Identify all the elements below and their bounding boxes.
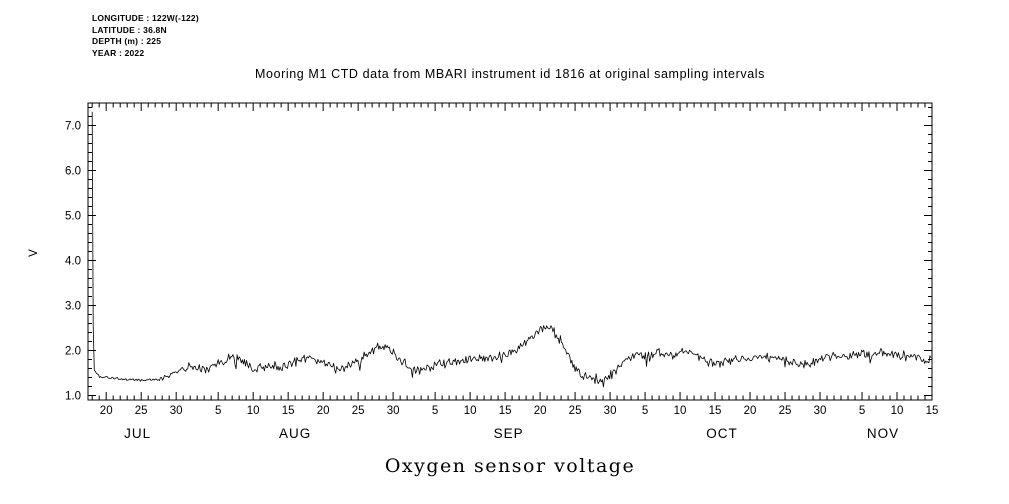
y-tick-label: 3.0 (65, 301, 81, 313)
x-tick-label: 30 (604, 405, 617, 417)
x-tick-label: 5 (432, 405, 438, 417)
data-series-line (91, 111, 932, 388)
x-tick-label: 30 (387, 405, 400, 417)
x-tick-label: 20 (317, 405, 330, 417)
x-tick-label: 15 (709, 405, 722, 417)
x-tick-label: 15 (499, 405, 512, 417)
x-tick-label: 10 (674, 405, 687, 417)
plot-frame (87, 102, 933, 401)
x-tick-label: 10 (464, 405, 477, 417)
x-tick-label: 5 (642, 405, 648, 417)
meta-depth: DEPTH (m) : 225 (92, 36, 162, 46)
x-tick-label: 25 (569, 405, 582, 417)
y-tick-label: 7.0 (65, 121, 81, 133)
x-tick-label: 10 (247, 405, 260, 417)
month-label: JUL (124, 426, 151, 441)
x-tick-label: 20 (744, 405, 757, 417)
month-label: AUG (279, 426, 311, 441)
month-label: OCT (706, 426, 738, 441)
x-tick-label: 5 (215, 405, 221, 417)
x-tick-label: 20 (534, 405, 547, 417)
y-tick-label: 1.0 (65, 391, 81, 403)
x-tick-label: 10 (891, 405, 904, 417)
month-label: NOV (867, 426, 899, 441)
x-tick-label: 5 (859, 405, 865, 417)
y-tick-label: 5.0 (65, 211, 81, 223)
x-tick-label: 25 (779, 405, 792, 417)
chart-title: Mooring M1 CTD data from MBARI instrumen… (255, 67, 765, 81)
x-tick-label: 25 (352, 405, 365, 417)
meta-year: YEAR : 2022 (92, 47, 145, 58)
x-tick-label: 20 (100, 405, 113, 417)
meta-longitude: LONGITUDE : 122W(-122) (92, 13, 199, 23)
x-axis-title: Oxygen sensor voltage (384, 455, 636, 477)
x-tick-label: 15 (926, 405, 939, 417)
y-tick-label: 6.0 (65, 166, 81, 178)
x-tick-label: 15 (282, 405, 295, 417)
y-tick-label: 4.0 (65, 256, 81, 268)
x-tick-label: 30 (814, 405, 827, 417)
y-tick-label: 2.0 (65, 346, 81, 358)
station-metadata: LONGITUDE : 122W(-122) LATITUDE : 36.8N … (92, 13, 199, 59)
x-tick-label: 30 (170, 405, 183, 417)
x-tick-label: 25 (135, 405, 148, 417)
month-label: SEP (494, 426, 524, 441)
meta-latitude: LATITUDE : 36.8N (92, 24, 167, 35)
